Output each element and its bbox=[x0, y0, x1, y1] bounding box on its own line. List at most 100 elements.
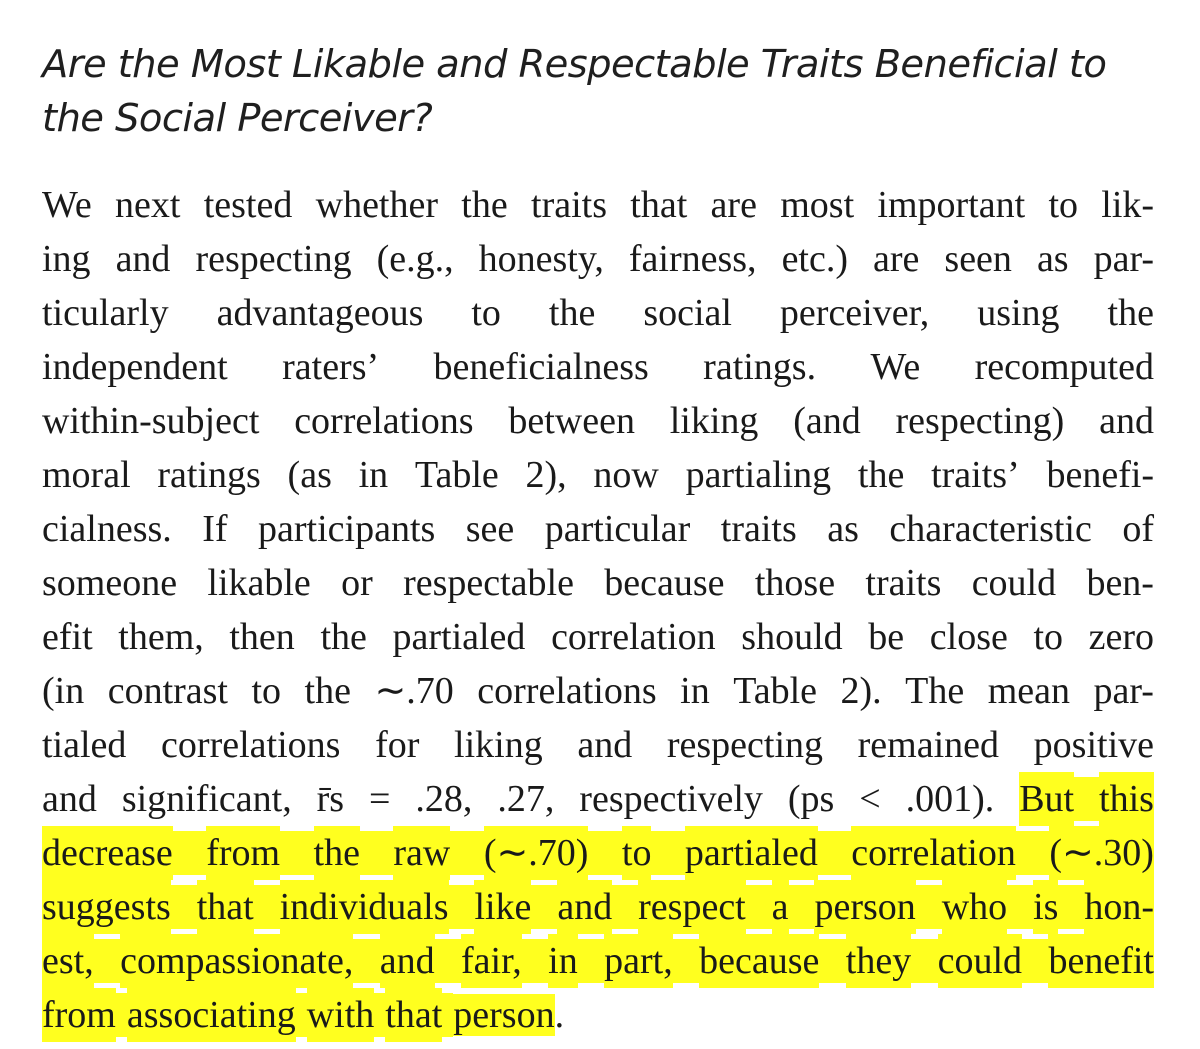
paragraph-line: moral ratings (as in Table 2), now partialing th… bbox=[42, 448, 1154, 502]
word: a bbox=[771, 880, 789, 934]
word: individuals bbox=[279, 880, 449, 934]
word: are bbox=[873, 238, 920, 280]
word: part, bbox=[604, 934, 673, 988]
word: r̄s bbox=[316, 778, 345, 820]
word-gap bbox=[929, 286, 977, 340]
word: significant, bbox=[121, 778, 292, 820]
word-gap bbox=[1074, 777, 1100, 821]
word-gap bbox=[1015, 831, 1050, 875]
word: 2), bbox=[525, 454, 567, 496]
word: (as bbox=[287, 454, 332, 496]
word-gap bbox=[388, 448, 415, 502]
word-gap bbox=[861, 394, 896, 448]
word: compassionate, bbox=[120, 934, 354, 988]
word: beneficialness bbox=[433, 346, 649, 388]
word: (ps bbox=[787, 778, 835, 820]
paragraph-line: within-subject correlations between liking (… bbox=[42, 394, 1154, 448]
word-gap bbox=[454, 664, 477, 718]
word-gap bbox=[435, 502, 465, 556]
word: and bbox=[115, 238, 171, 280]
word-gap bbox=[332, 448, 359, 502]
word-gap bbox=[115, 993, 127, 1037]
word-gap bbox=[499, 448, 526, 502]
word: Table bbox=[733, 670, 818, 712]
word-gap bbox=[374, 993, 386, 1037]
word-gap bbox=[442, 993, 454, 1037]
word: they bbox=[845, 934, 912, 988]
paragraph-line: We next tested whether the traits that are most i… bbox=[42, 178, 1154, 232]
word-gap bbox=[882, 664, 905, 718]
word: participants bbox=[258, 508, 436, 550]
word-gap bbox=[295, 993, 307, 1037]
word-gap bbox=[177, 556, 207, 610]
word-gap bbox=[340, 718, 375, 772]
word-gap bbox=[390, 772, 415, 826]
word-gap bbox=[1025, 178, 1048, 232]
word-gap bbox=[690, 502, 720, 556]
word: important bbox=[877, 184, 1026, 226]
word: as bbox=[1036, 238, 1069, 280]
word-gap bbox=[859, 502, 889, 556]
word-gap bbox=[508, 178, 531, 232]
word-gap bbox=[657, 664, 680, 718]
word: those bbox=[754, 562, 836, 604]
word: .27, bbox=[497, 778, 555, 820]
word: par- bbox=[1093, 670, 1154, 712]
word: ratings bbox=[157, 454, 261, 496]
word-gap bbox=[351, 664, 374, 718]
word: hon- bbox=[1084, 880, 1155, 934]
word-gap bbox=[450, 831, 484, 875]
word-gap bbox=[819, 939, 846, 983]
word: respecting) bbox=[895, 400, 1065, 442]
word: the bbox=[320, 616, 367, 658]
word: partialed bbox=[684, 826, 818, 880]
word: moral bbox=[42, 454, 131, 496]
word-gap bbox=[831, 448, 858, 502]
word-gap bbox=[635, 394, 670, 448]
word-gap bbox=[521, 939, 549, 983]
word-gap bbox=[1012, 232, 1037, 286]
word-gap bbox=[574, 556, 604, 610]
word: (∼.70) bbox=[483, 826, 589, 880]
word-gap bbox=[311, 556, 341, 610]
word: likable bbox=[207, 562, 311, 604]
word: respectively bbox=[579, 778, 763, 820]
word: suggests bbox=[42, 880, 171, 934]
word: benefi- bbox=[1046, 454, 1155, 496]
word: be bbox=[868, 616, 905, 658]
word: ing bbox=[42, 238, 91, 280]
word: zero bbox=[1088, 616, 1155, 658]
word-gap bbox=[1092, 502, 1122, 556]
word-gap bbox=[1008, 610, 1034, 664]
word: If bbox=[202, 508, 228, 550]
word-gap bbox=[359, 831, 394, 875]
word: remained bbox=[857, 724, 1000, 766]
word: .001). bbox=[905, 778, 995, 820]
word-gap bbox=[1070, 664, 1093, 718]
word: cialness. bbox=[42, 508, 172, 550]
word-gap bbox=[607, 178, 630, 232]
word-gap bbox=[531, 885, 558, 929]
paragraph-line: and significant, r̄s = .28, .27, respectively (… bbox=[42, 772, 1154, 826]
word: then bbox=[229, 616, 295, 658]
word-gap bbox=[823, 718, 858, 772]
word: recomputed bbox=[974, 346, 1154, 388]
word: mean bbox=[987, 670, 1071, 712]
word-gap bbox=[672, 939, 700, 983]
word-gap bbox=[1056, 556, 1086, 610]
word: could bbox=[971, 562, 1057, 604]
word: independent bbox=[42, 346, 228, 388]
word-gap bbox=[292, 178, 315, 232]
word: traits bbox=[531, 184, 607, 226]
word: now bbox=[593, 454, 659, 496]
word-gap bbox=[757, 232, 782, 286]
word-gap bbox=[758, 394, 793, 448]
word-gap bbox=[92, 178, 115, 232]
word: traits bbox=[865, 562, 942, 604]
word-gap bbox=[172, 831, 207, 875]
word-gap bbox=[881, 772, 906, 826]
word: positive bbox=[1033, 724, 1154, 766]
word: The bbox=[905, 670, 965, 712]
word-gap bbox=[367, 610, 393, 664]
word-gap bbox=[228, 502, 258, 556]
